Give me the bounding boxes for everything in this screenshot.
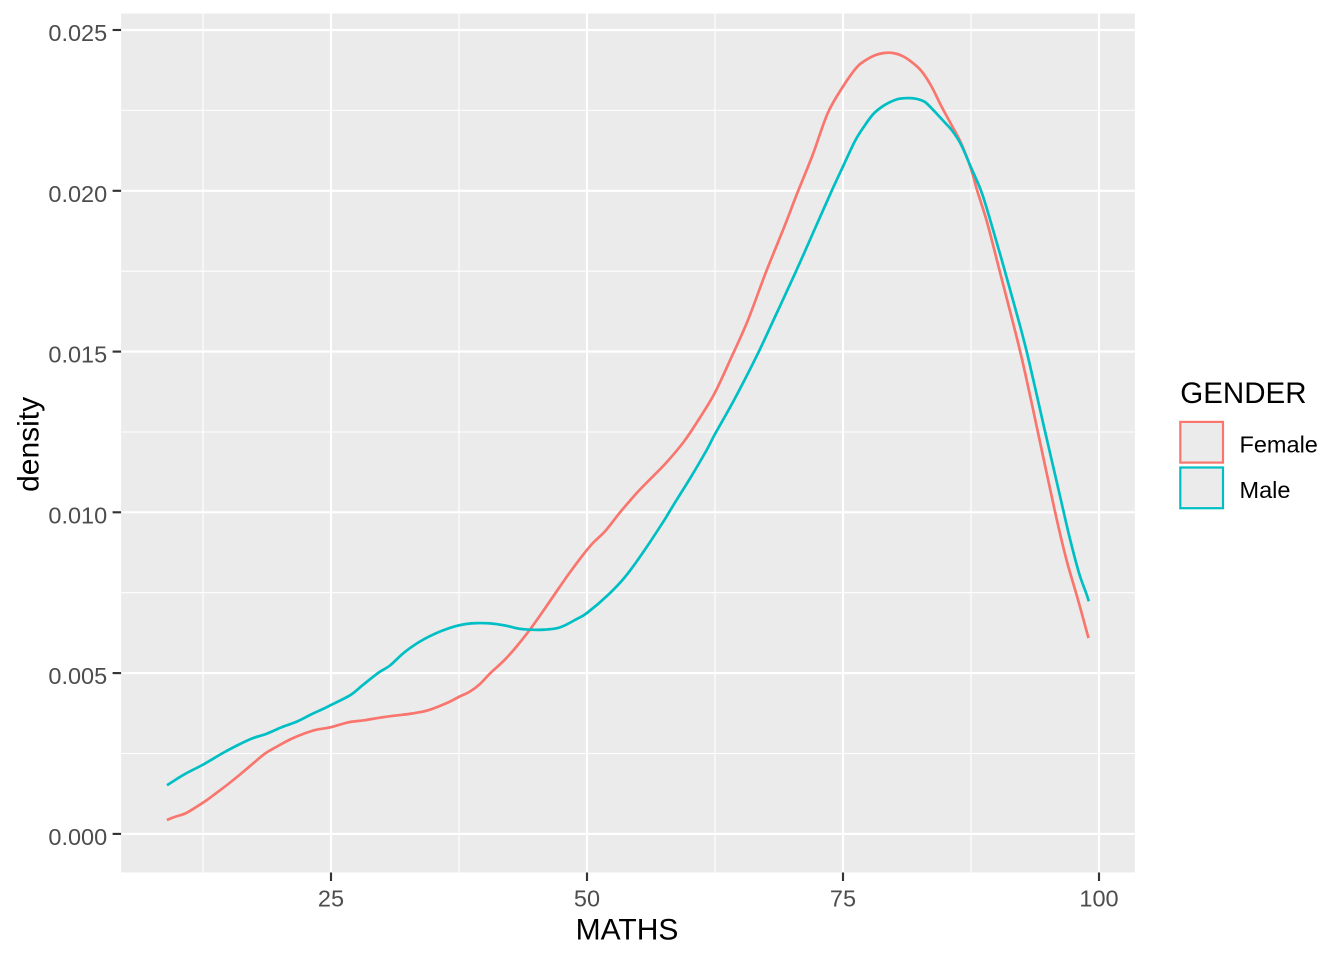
svg-text:Female: Female (1240, 431, 1318, 457)
svg-text:Male: Male (1240, 477, 1291, 503)
svg-text:75: 75 (830, 886, 856, 912)
svg-text:0.000: 0.000 (48, 824, 107, 850)
svg-text:50: 50 (574, 886, 600, 912)
svg-text:0.020: 0.020 (48, 181, 107, 207)
svg-text:MATHS: MATHS (576, 914, 679, 947)
svg-text:0.005: 0.005 (48, 663, 107, 689)
svg-text:100: 100 (1079, 886, 1118, 912)
svg-text:0.010: 0.010 (48, 502, 107, 528)
svg-text:25: 25 (318, 886, 344, 912)
svg-text:GENDER: GENDER (1180, 377, 1306, 410)
svg-text:density: density (13, 397, 46, 492)
svg-text:0.025: 0.025 (48, 20, 107, 46)
svg-text:0.015: 0.015 (48, 342, 107, 368)
